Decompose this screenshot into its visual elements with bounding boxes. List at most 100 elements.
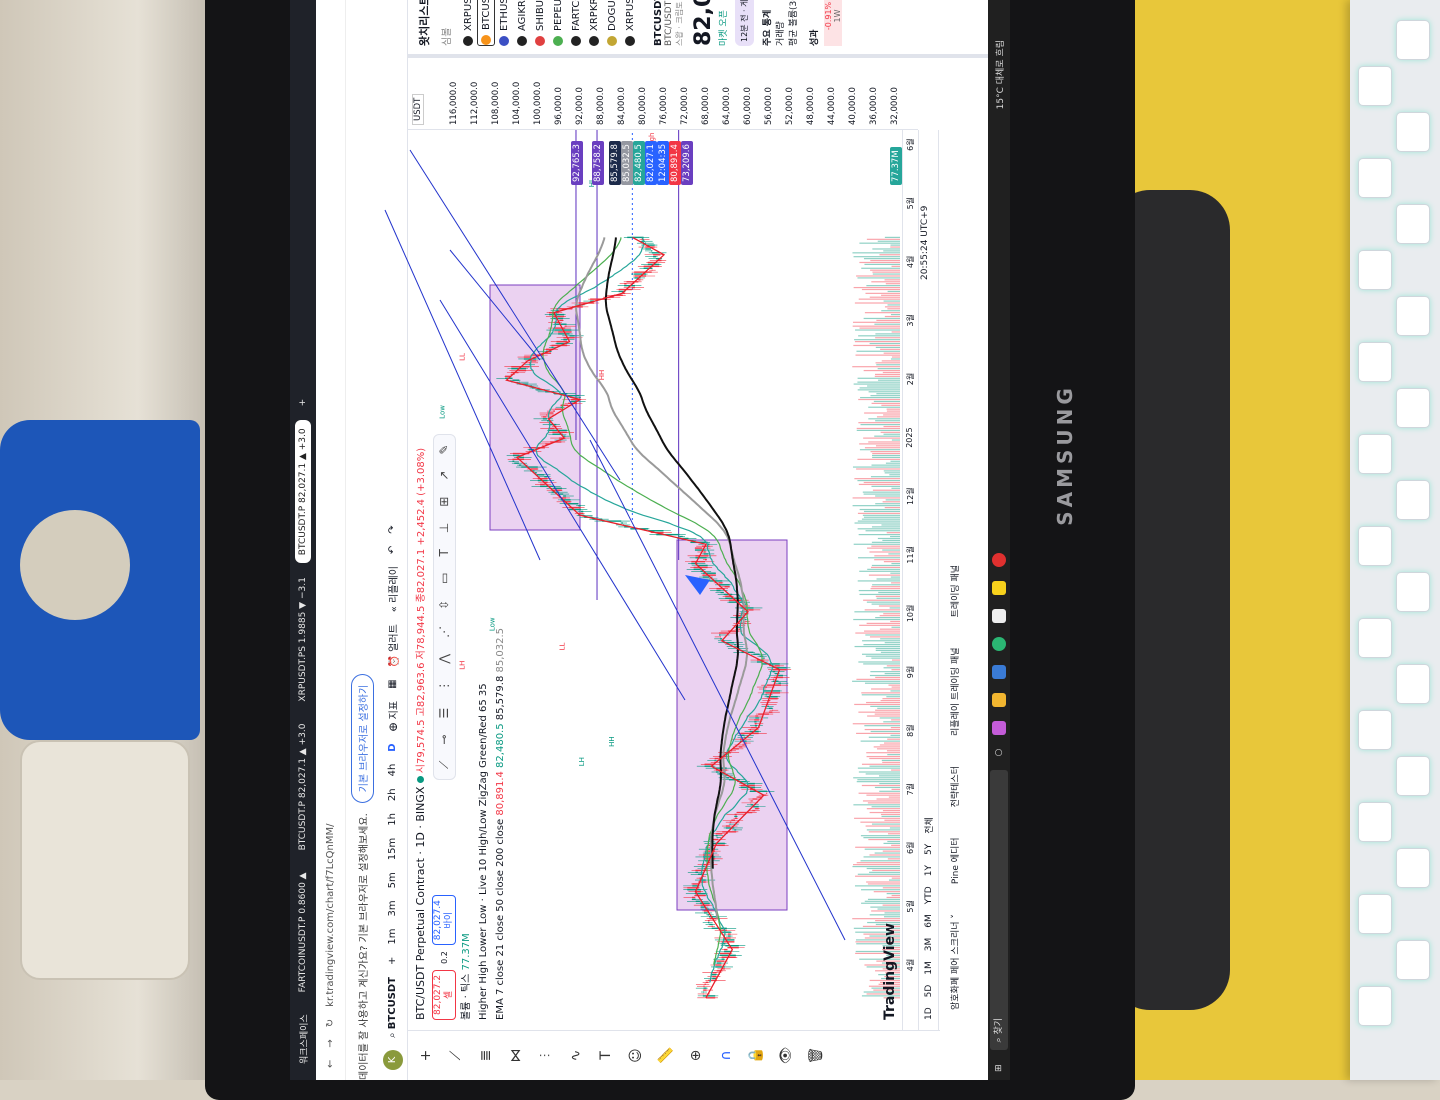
channel-tool-icon[interactable]: ☰ — [437, 707, 451, 719]
fib-tool-icon[interactable]: ⋮ — [437, 679, 451, 692]
pivot-label: LH — [578, 757, 586, 766]
candle — [761, 663, 780, 665]
pattern-tool-icon[interactable]: ⋀ — [437, 653, 451, 664]
price-axis[interactable]: USDT 116,000.0 112,000.0 108,000.0 104,000.… — [408, 58, 918, 185]
watchlist-item[interactable]: XRPUSDT — [459, 0, 477, 46]
note-tool-icon[interactable]: ⊞ — [437, 496, 451, 507]
store-icon[interactable] — [992, 664, 1006, 679]
candle — [702, 576, 710, 578]
watchlist-item[interactable]: BTCUSDT — [477, 0, 495, 46]
watchlist-item[interactable]: SHIBUSDT — [531, 0, 549, 46]
volume-bar — [873, 400, 901, 403]
volume-bar — [858, 534, 901, 536]
watchlist-item[interactable]: FARTCOIN — [567, 0, 585, 46]
edge-icon[interactable] — [992, 636, 1006, 651]
volume-bar — [863, 856, 900, 858]
panel-tab[interactable]: Pine 에디터 — [951, 837, 961, 885]
range-1Y[interactable]: 1Y — [923, 865, 934, 877]
explorer-icon[interactable] — [992, 692, 1006, 707]
price-tick: 40,000.0 — [848, 87, 858, 125]
volume-bar — [884, 315, 900, 318]
currency-select[interactable]: USDT — [412, 93, 424, 125]
volume-bar — [872, 584, 900, 586]
candle — [722, 968, 725, 970]
performance-cell[interactable]: -0.91% 1W — [824, 0, 842, 46]
candle — [718, 584, 730, 586]
volume-bar — [853, 256, 901, 258]
range-1M[interactable]: 1M — [923, 961, 934, 975]
watchlist-symbol: DOGUSDT — [606, 0, 618, 31]
range-6M[interactable]: 6M — [923, 914, 934, 928]
rect-tool-icon[interactable]: ▭ — [437, 572, 451, 584]
watchlist-column-symbol[interactable]: 심볼 — [442, 27, 453, 46]
volume-bar — [854, 645, 901, 648]
line-tool-icon[interactable]: ⟋ — [437, 760, 451, 769]
price-tag: 82,027.1 — [644, 141, 657, 185]
volume-bar — [861, 518, 901, 520]
volume-bar — [880, 699, 900, 702]
volume-bar — [856, 468, 901, 470]
time-axis[interactable]: 4월 5월 6월 7월 8월 9월 10월 11월 12월 2025 2월 3월 4월 5월 6월 — [902, 130, 918, 1030]
volume-bar — [883, 425, 900, 428]
buy-button[interactable]: 82,027.4 바이 — [432, 895, 456, 946]
range-5Y[interactable]: 5Y — [923, 843, 934, 856]
keyboard-key — [1396, 480, 1430, 520]
range-1D[interactable]: 1D — [923, 1007, 934, 1020]
watchlist-item[interactable]: DOGUSDT — [603, 0, 621, 46]
windows-start-icon[interactable]: ⊞ — [994, 1064, 1004, 1072]
candle — [740, 732, 759, 735]
range-tool-icon[interactable]: ⇳ — [437, 599, 451, 610]
volume-bar — [882, 501, 900, 503]
volume-bar — [886, 892, 900, 895]
watchlist-item[interactable]: XRPUSDT — [621, 0, 639, 46]
volume-bar — [852, 918, 901, 920]
month-label: 6월 — [906, 841, 915, 855]
month-label: 3월 — [906, 314, 915, 327]
volume-bar — [890, 734, 900, 736]
volume-bar — [881, 759, 901, 762]
range-5D[interactable]: 5D — [923, 984, 934, 998]
watchlist-item[interactable]: AGIKRW — [513, 0, 531, 46]
volume-bar — [875, 420, 900, 422]
watchlist-item[interactable]: XRPKRW — [585, 0, 603, 46]
candle — [650, 250, 652, 252]
price-chart[interactable]: HHLHLLLowHighHLLLLowLHHH — [290, 0, 1010, 1080]
news-item[interactable]: 12분 전 · 게트코... 지기_반등 이어질... — [735, 0, 754, 46]
ema-indicator[interactable]: EMA 7 close 21 close 50 close 200 close — [495, 818, 506, 1020]
arrow-tool-icon[interactable]: ↗ — [437, 470, 451, 481]
range-YTD[interactable]: YTD — [923, 886, 934, 905]
sell-button[interactable]: 82,027.2 셀 — [432, 969, 456, 1020]
kakaotalk-icon[interactable] — [992, 580, 1006, 595]
range-3M[interactable]: 3M — [923, 937, 934, 952]
candle — [703, 553, 709, 555]
watchlist-item[interactable]: PEPEUSDT — [549, 0, 567, 46]
candle — [697, 564, 708, 567]
price-tool-icon[interactable]: ⊥ — [437, 522, 451, 534]
weather-widget[interactable]: 15°C 대체로 흐림 — [995, 40, 1006, 110]
panel-tab[interactable]: 트레이딩 패널 — [951, 564, 961, 618]
volume-bar — [855, 632, 900, 634]
task-view-icon[interactable]: ○ — [994, 748, 1004, 757]
brush-tool-icon[interactable]: ✎ — [437, 444, 451, 455]
candle — [739, 780, 748, 783]
watchlist-item[interactable]: ETHUSDT — [495, 0, 513, 46]
panel-tab[interactable]: 암호화폐 페어 스크리너 ˅ — [951, 914, 961, 1010]
candle — [749, 728, 752, 731]
taskbar-search[interactable]: ⌕ 찾기 — [990, 770, 1008, 1051]
volume-bar — [858, 483, 900, 486]
copilot-icon[interactable] — [992, 720, 1006, 735]
legend-ohlc: 시79,574.5 고82,963.6 저78,944.5 종82,027.1 … — [416, 447, 427, 774]
zigzag-indicator[interactable]: Higher High Lower Low · Live 10 High/Low… — [478, 683, 489, 1020]
candle — [519, 456, 525, 459]
candle — [705, 860, 711, 862]
range-전체[interactable]: 전체 — [925, 817, 935, 834]
app-icon[interactable] — [992, 608, 1006, 623]
text-tool-icon[interactable]: T — [437, 549, 451, 557]
panel-tab[interactable]: 전략테스터 — [951, 766, 961, 808]
hline-tool-icon[interactable]: ⊸ — [437, 734, 451, 745]
panel-tab[interactable]: 리플레이 트레이딩 패널 — [951, 647, 961, 737]
volume-bar — [857, 277, 900, 279]
vivaldi-icon[interactable] — [992, 552, 1006, 567]
abc-tool-icon[interactable]: ⋰ — [437, 625, 451, 638]
pivot-label: High — [648, 133, 656, 149]
